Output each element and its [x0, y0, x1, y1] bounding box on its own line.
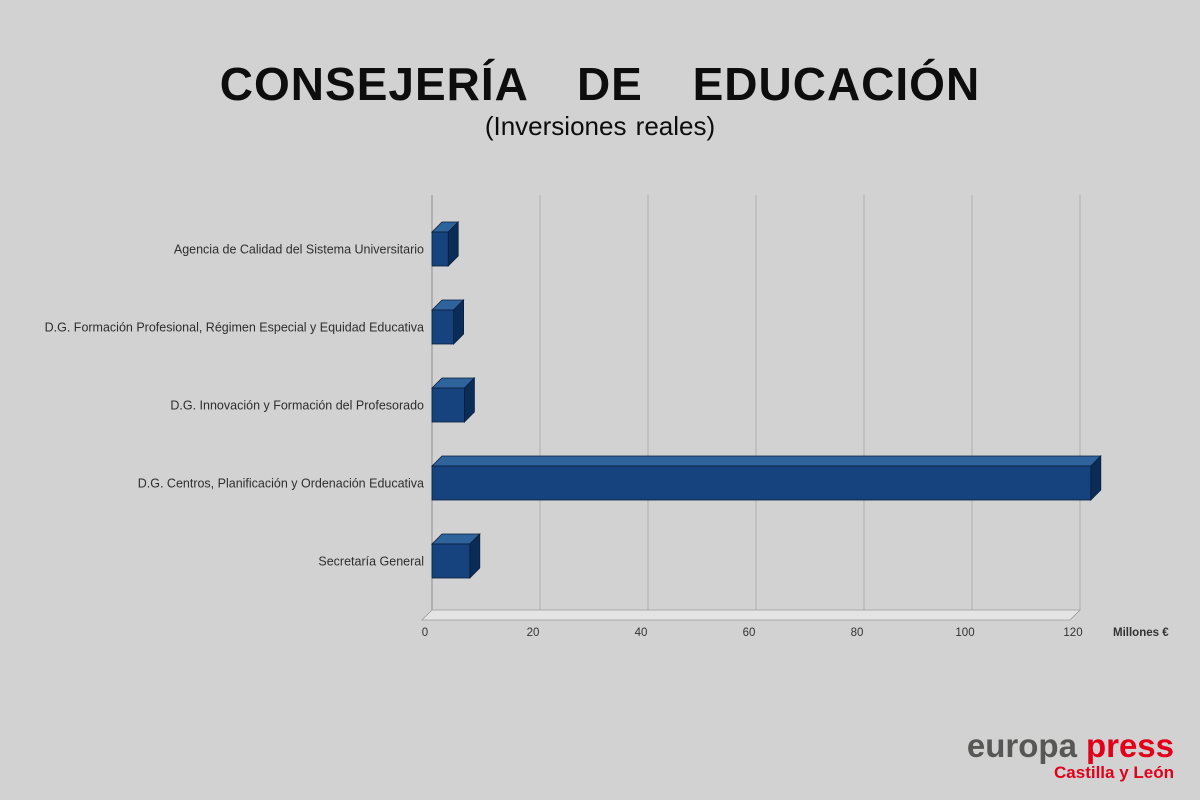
tick-label: 0 — [422, 627, 428, 639]
tick-label: 60 — [743, 627, 756, 639]
chart-floor — [421, 609, 1081, 621]
bar-front-face — [431, 465, 1092, 501]
category-label: D.G. Innovación y Formación del Profesor… — [170, 399, 424, 413]
tick-label: 100 — [955, 627, 974, 639]
title-block: CONSEJERÍA DE EDUCACIÓN (Inversiones rea… — [0, 60, 1200, 142]
tick-label: 80 — [851, 627, 864, 639]
chart-subtitle: (Inversiones reales) — [484, 111, 716, 142]
bar-front-face — [431, 309, 455, 345]
brand-wordmark: europa press — [966, 726, 1174, 764]
bar-front-face — [431, 231, 449, 267]
bar-front-face — [431, 543, 471, 579]
europapress-logo: europa press Castilla y León — [966, 726, 1174, 783]
tick-label: 40 — [635, 627, 648, 639]
bar-chart: Agencia de Calidad del Sistema Universit… — [45, 195, 1169, 639]
brand-press: press — [1085, 726, 1174, 764]
axis-unit-label: Millones € — [1113, 627, 1169, 639]
chart-title: CONSEJERÍA DE EDUCACIÓN — [219, 58, 981, 110]
bar-top-face — [431, 455, 1102, 467]
bar-front-face — [431, 387, 465, 423]
category-label: D.G. Formación Profesional, Régimen Espe… — [45, 321, 424, 335]
brand-europa: europa — [966, 726, 1077, 764]
category-label: D.G. Centros, Planificación y Ordenación… — [138, 477, 424, 491]
tick-label: 120 — [1063, 627, 1082, 639]
category-label: Agencia de Calidad del Sistema Universit… — [174, 243, 424, 257]
category-label: Secretaría General — [318, 555, 424, 569]
tick-label: 20 — [527, 627, 540, 639]
brand-region: Castilla y León — [1054, 763, 1174, 783]
